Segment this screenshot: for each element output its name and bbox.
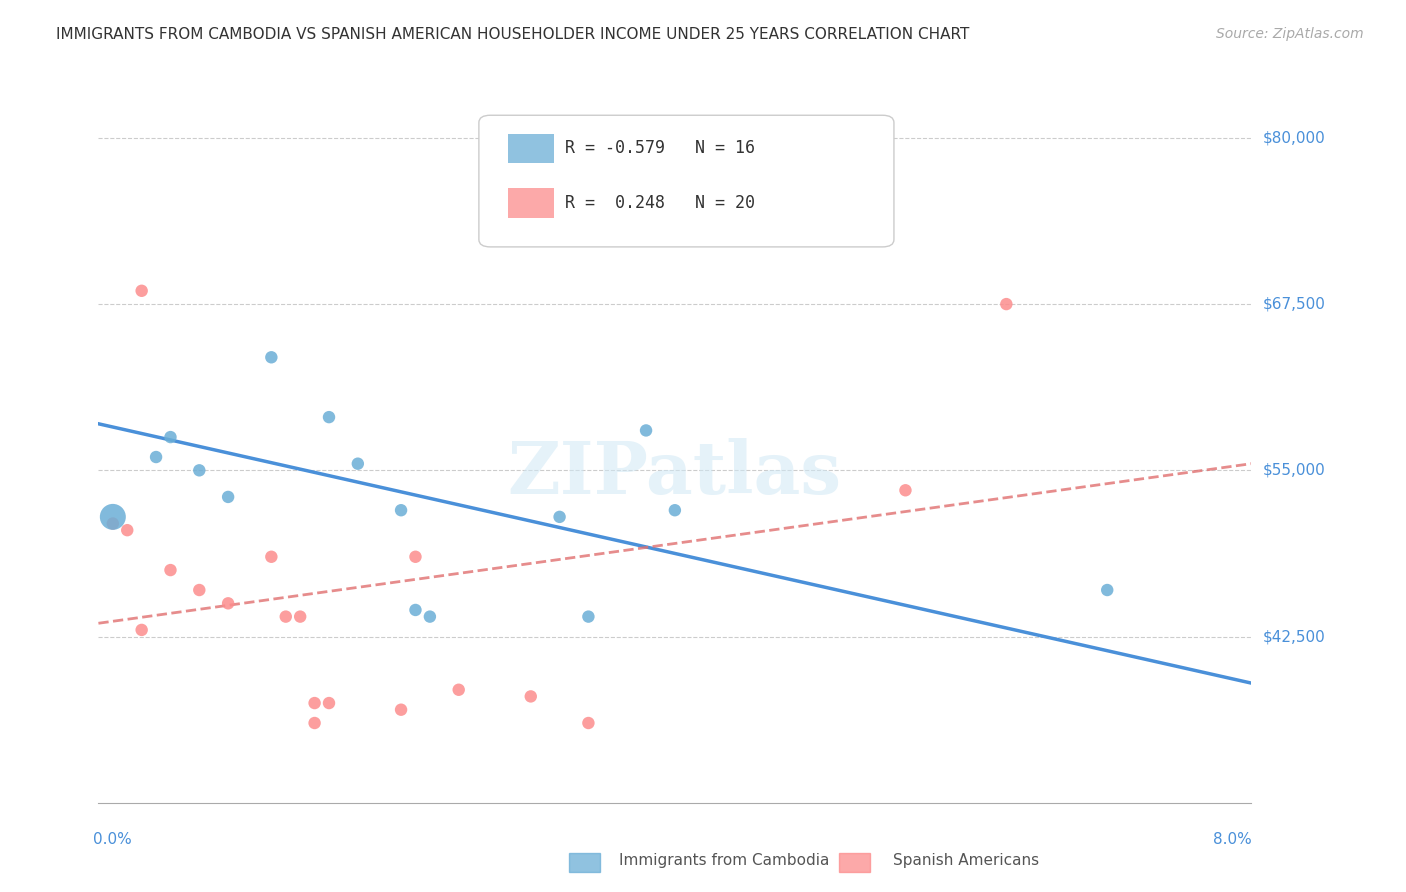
Text: Immigrants from Cambodia: Immigrants from Cambodia <box>619 854 830 868</box>
Point <box>578 716 600 731</box>
Point <box>548 509 571 524</box>
Point <box>101 516 124 531</box>
Point <box>159 430 181 444</box>
Point <box>389 503 412 517</box>
Text: $80,000: $80,000 <box>1263 130 1326 145</box>
Point <box>274 609 297 624</box>
Point <box>131 623 153 637</box>
Text: $42,500: $42,500 <box>1263 629 1326 644</box>
Bar <box>508 188 554 218</box>
Text: 0.0%: 0.0% <box>93 832 131 847</box>
Text: IMMIGRANTS FROM CAMBODIA VS SPANISH AMERICAN HOUSEHOLDER INCOME UNDER 25 YEARS C: IMMIGRANTS FROM CAMBODIA VS SPANISH AMER… <box>56 27 970 42</box>
Bar <box>508 134 554 163</box>
Text: $67,500: $67,500 <box>1263 297 1326 311</box>
FancyBboxPatch shape <box>479 115 894 247</box>
Point <box>447 682 470 697</box>
Point <box>304 696 326 710</box>
Point <box>520 690 543 704</box>
Point <box>578 609 600 624</box>
Bar <box>839 853 870 872</box>
Point <box>389 703 412 717</box>
Bar <box>569 853 600 872</box>
Point <box>419 609 441 624</box>
Point <box>145 450 167 464</box>
Text: Source: ZipAtlas.com: Source: ZipAtlas.com <box>1216 27 1364 41</box>
Point <box>318 696 340 710</box>
Point <box>188 582 211 597</box>
Point <box>217 596 239 610</box>
Text: ZIPatlas: ZIPatlas <box>508 438 842 509</box>
Point <box>159 563 181 577</box>
Point <box>217 490 239 504</box>
Text: Spanish Americans: Spanish Americans <box>893 854 1039 868</box>
Point <box>664 503 686 517</box>
Point <box>318 410 340 425</box>
Point <box>995 297 1018 311</box>
Point <box>405 603 427 617</box>
Point <box>405 549 427 564</box>
Text: R = -0.579   N = 16: R = -0.579 N = 16 <box>565 139 755 157</box>
Text: R =  0.248   N = 20: R = 0.248 N = 20 <box>565 194 755 212</box>
Point <box>117 523 139 537</box>
Point <box>346 457 368 471</box>
Point <box>290 609 312 624</box>
Point <box>894 483 917 498</box>
Point <box>636 424 658 438</box>
Point <box>188 463 211 477</box>
Point <box>131 284 153 298</box>
Point <box>260 549 283 564</box>
Point <box>260 351 283 365</box>
Text: $55,000: $55,000 <box>1263 463 1326 478</box>
Point <box>1097 582 1119 597</box>
Text: 8.0%: 8.0% <box>1212 832 1251 847</box>
Point <box>304 716 326 731</box>
Point <box>101 509 124 524</box>
